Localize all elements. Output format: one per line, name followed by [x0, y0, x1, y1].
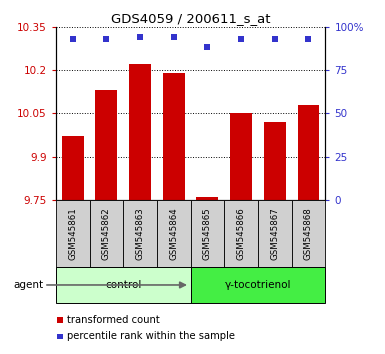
Bar [258, 200, 292, 267]
Bar [56, 200, 89, 267]
Bar [264, 122, 286, 200]
Point [238, 36, 244, 41]
Title: GDS4059 / 200611_s_at: GDS4059 / 200611_s_at [111, 12, 270, 25]
Bar [157, 200, 191, 267]
Point [204, 45, 211, 50]
Bar [230, 113, 252, 200]
Bar [298, 105, 320, 200]
Point [70, 36, 76, 41]
Text: GSM545862: GSM545862 [102, 207, 111, 260]
Point [171, 34, 177, 40]
Text: GSM545861: GSM545861 [68, 207, 77, 260]
Bar [129, 64, 151, 200]
Text: GSM545865: GSM545865 [203, 207, 212, 260]
Bar [123, 200, 157, 267]
Bar [163, 73, 185, 200]
Text: GSM545867: GSM545867 [270, 207, 279, 260]
Text: γ-tocotrienol: γ-tocotrienol [225, 280, 291, 290]
Bar [89, 200, 123, 267]
Bar [191, 200, 224, 267]
Text: agent: agent [13, 280, 44, 290]
Bar [292, 200, 325, 267]
Bar [56, 267, 191, 303]
Bar [191, 267, 325, 303]
Bar [196, 197, 218, 200]
Text: transformed count: transformed count [67, 315, 159, 325]
Text: GSM545863: GSM545863 [136, 207, 144, 260]
Text: GSM545868: GSM545868 [304, 207, 313, 260]
Text: percentile rank within the sample: percentile rank within the sample [67, 331, 234, 341]
Text: GSM545866: GSM545866 [237, 207, 246, 260]
Text: control: control [105, 280, 141, 290]
Bar [95, 90, 117, 200]
Bar [62, 136, 84, 200]
Point [103, 36, 109, 41]
Text: GSM545864: GSM545864 [169, 207, 178, 260]
Point [137, 34, 143, 40]
Bar [224, 200, 258, 267]
Point [272, 36, 278, 41]
Point [305, 36, 311, 41]
